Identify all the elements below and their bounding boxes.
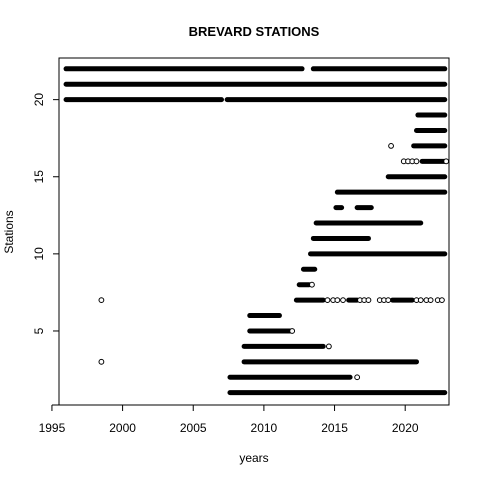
station-7-point	[439, 297, 445, 304]
station-3-point	[98, 358, 105, 365]
station-7-point	[324, 297, 331, 304]
x-tick-label: 2005	[180, 421, 207, 435]
data-points	[63, 66, 450, 396]
station-2-point	[354, 374, 361, 381]
x-tick-label: 2000	[109, 421, 136, 435]
y-tick-label: 10	[32, 247, 46, 261]
y-tick-label: 15	[32, 170, 46, 184]
station-7-point	[340, 297, 346, 304]
x-tick-label: 2020	[392, 421, 419, 435]
y-tick-label: 5	[32, 327, 46, 334]
y-axis: 5 10 15 20	[32, 93, 60, 334]
station-17-point	[388, 143, 394, 149]
x-axis: 1995 2000 2005 2010 2015 2020	[39, 404, 419, 435]
x-tick-label: 2015	[321, 421, 348, 435]
y-tick-label: 20	[32, 93, 46, 107]
y-axis-label: Stations	[2, 210, 16, 253]
station-7-point	[417, 297, 424, 304]
station-7-point	[98, 297, 105, 304]
x-tick-label: 2010	[251, 421, 278, 435]
station-16-point	[413, 158, 420, 165]
x-axis-label: years	[239, 451, 268, 465]
station-8-point	[309, 281, 315, 288]
x-tick-label: 1995	[39, 421, 66, 435]
chart-title: BREVARD STATIONS	[189, 24, 320, 39]
station-7-point	[427, 297, 434, 304]
station-7-point	[334, 297, 341, 304]
plot-frame	[58, 57, 450, 406]
station-7-point	[385, 297, 392, 304]
station-4-point	[325, 343, 332, 350]
station-16-point	[443, 158, 450, 165]
station-5-point	[289, 328, 296, 334]
station-7-point	[365, 297, 372, 304]
